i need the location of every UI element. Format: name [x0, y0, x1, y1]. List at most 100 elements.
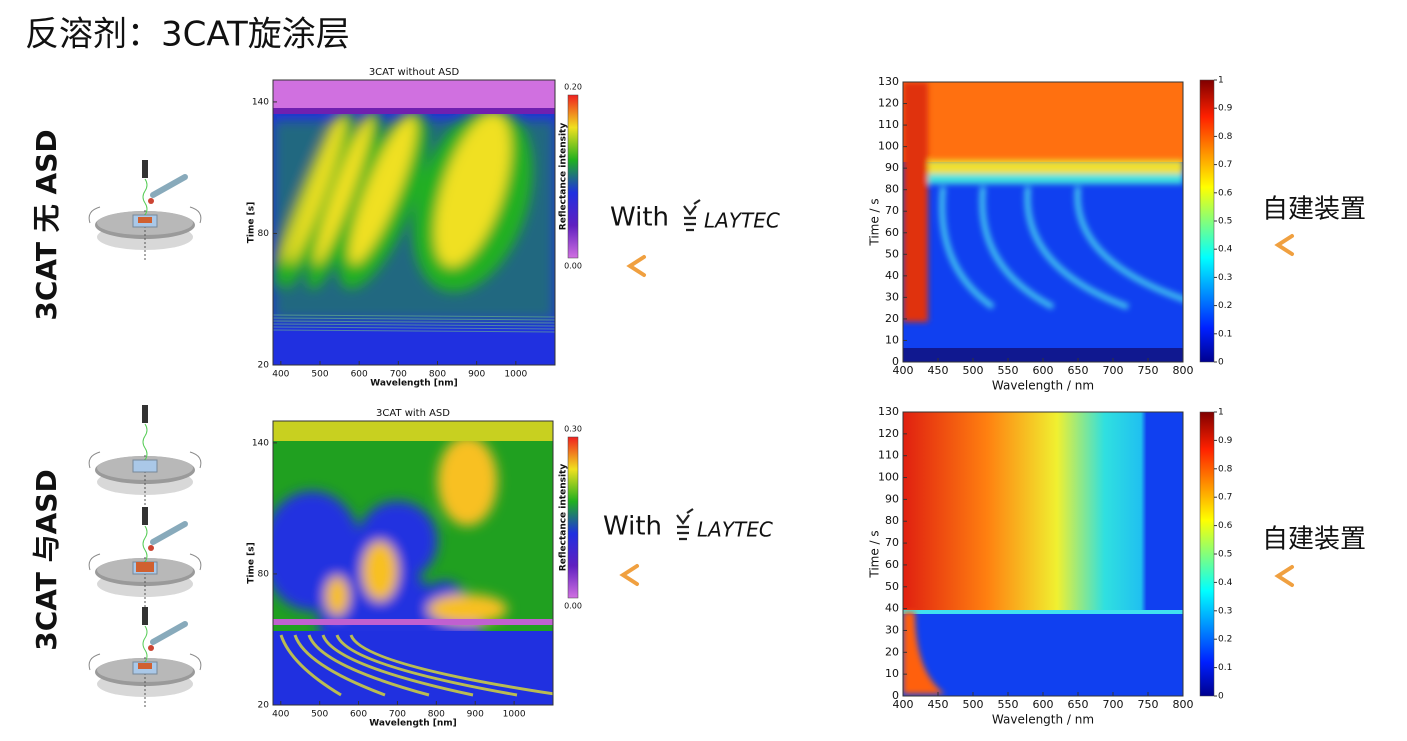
- colorbar-tick-label: 0.00: [564, 262, 582, 271]
- heatmap-texture: [307, 634, 430, 697]
- heatmap-texture: [273, 326, 555, 330]
- illustration: [88, 606, 202, 708]
- row-label: 3CAT 无 ASD: [30, 129, 63, 320]
- illustration: [88, 404, 202, 506]
- x-tick-label: 650: [1068, 364, 1089, 377]
- heatmap-texture: [273, 323, 555, 327]
- arrow-head: [626, 255, 646, 277]
- y-tick-label: 30: [885, 290, 899, 303]
- y-tick-label: 130: [878, 75, 899, 88]
- heatmap-texture: [1074, 186, 1183, 303]
- y-tick-label: 20: [885, 645, 899, 658]
- x-tick-label: 800: [1173, 364, 1194, 377]
- y-tick-label: 0: [892, 689, 899, 702]
- colorbar-tick-label: 0.6: [1218, 188, 1233, 198]
- y-tick-label: 40: [885, 269, 899, 282]
- heatmap-texture: [903, 610, 1183, 614]
- heatmap-texture: [273, 108, 555, 320]
- colorbar-tick-label: 0.1: [1218, 329, 1232, 339]
- y-axis-label: Time [s]: [247, 542, 257, 583]
- y-axis-label: Time / s: [868, 198, 882, 246]
- colorbar-tick-label: 1: [1218, 408, 1224, 418]
- x-tick-label: 500: [963, 698, 984, 711]
- with-text: With: [603, 512, 662, 542]
- y-tick-label: 110: [878, 118, 899, 131]
- y-tick-label: 60: [885, 226, 899, 239]
- logo-icon: [676, 508, 694, 541]
- colorbar-label: Reflectance intensity: [559, 123, 569, 231]
- x-tick-label: 550: [998, 364, 1019, 377]
- y-tick-label: 110: [878, 449, 899, 462]
- y-tick-label: 50: [885, 247, 899, 260]
- heatmap-texture: [314, 114, 373, 266]
- x-tick-label: 450: [928, 364, 949, 377]
- colorbar-tick-label: 0.4: [1218, 578, 1233, 588]
- y-tick-label: 20: [258, 361, 270, 371]
- y-tick-label: 20: [258, 701, 270, 711]
- x-tick-label: 500: [963, 364, 984, 377]
- y-tick-label: 120: [878, 427, 899, 440]
- y-tick-label: 0: [892, 355, 899, 368]
- plot-frame: [272, 79, 556, 366]
- colorbar-tick-label: 0: [1218, 692, 1224, 702]
- heatmap-texture: [903, 612, 945, 694]
- illustration: [88, 506, 202, 608]
- logo-icon: [683, 199, 701, 232]
- y-tick-label: 120: [878, 97, 899, 110]
- x-tick-label: 600: [351, 370, 368, 380]
- logo-text: LAYTEC: [697, 518, 773, 542]
- colorbar: [567, 436, 579, 599]
- y-axis-label: Time / s: [868, 530, 882, 578]
- heatmap-texture: [903, 82, 928, 322]
- heatmap: [903, 82, 1183, 362]
- colorbar-tick-label: 0.8: [1218, 464, 1233, 474]
- colorbar-tick-label: 0.9: [1218, 104, 1233, 114]
- x-tick-label: 400: [272, 370, 289, 380]
- x-tick-label: 450: [928, 698, 949, 711]
- logo-text: LAYTEC: [704, 209, 780, 233]
- arrow: [619, 564, 736, 586]
- heatmap-texture: [361, 541, 398, 601]
- illustration: [88, 159, 202, 261]
- heatmap-texture: [349, 634, 553, 696]
- x-tick-label: 750: [1138, 698, 1159, 711]
- x-tick-label: 1000: [503, 710, 526, 720]
- heatmap: [903, 412, 1183, 696]
- chart-title: 3CAT with ASD: [376, 408, 450, 419]
- colorbar-tick-label: 0.7: [1218, 160, 1232, 170]
- heatmap-texture: [273, 80, 555, 108]
- heatmap-texture: [273, 320, 555, 324]
- colorbar-tick-label: 0.7: [1218, 493, 1232, 503]
- colorbar: [1199, 79, 1215, 363]
- heatmap-texture: [289, 114, 347, 266]
- colorbar-tick-label: 1: [1218, 76, 1224, 86]
- colorbar-tick-label: 0.3: [1218, 606, 1232, 616]
- x-tick-label: 550: [998, 698, 1019, 711]
- colorbar-tick-label: 0: [1218, 358, 1224, 368]
- arrow-head: [1274, 565, 1294, 587]
- heatmap-texture: [939, 186, 995, 310]
- heatmap-texture: [349, 115, 417, 265]
- heatmap-texture: [273, 619, 553, 625]
- heatmap-texture: [903, 82, 1183, 322]
- y-tick-label: 100: [878, 471, 899, 484]
- y-tick-label: 70: [885, 204, 899, 217]
- colorbar-tick-label: 0.00: [564, 602, 582, 611]
- x-axis-label: Wavelength [nm]: [370, 379, 458, 389]
- heatmap-texture: [293, 634, 386, 697]
- with-text: With: [610, 203, 669, 233]
- heatmap-texture: [273, 108, 555, 114]
- y-tick-label: 30: [885, 623, 899, 636]
- heatmap-texture: [923, 174, 1183, 184]
- y-tick-label: 80: [885, 183, 899, 196]
- chart-title: 3CAT without ASD: [369, 67, 460, 78]
- x-tick-label: 900: [467, 710, 484, 720]
- x-tick-label: 700: [389, 710, 406, 720]
- y-tick-label: 90: [885, 492, 899, 505]
- y-tick-label: 40: [885, 602, 899, 615]
- heatmap-texture: [437, 436, 498, 526]
- y-tick-label: 100: [878, 140, 899, 153]
- colorbar-tick-label: 0.2: [1218, 301, 1232, 311]
- page-title: 反溶剂：3CAT旋涂层: [25, 15, 350, 55]
